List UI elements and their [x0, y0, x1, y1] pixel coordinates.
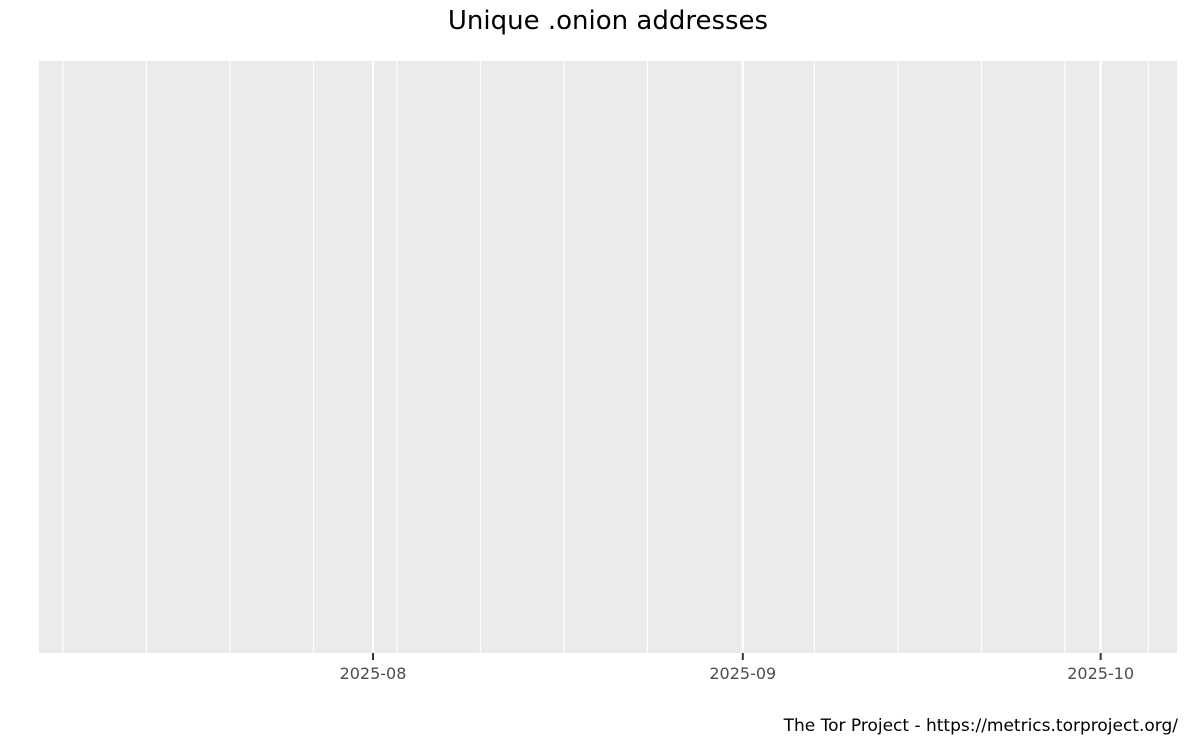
- x-tick-label: 2025-09: [709, 664, 776, 683]
- chart-title: Unique .onion addresses: [447, 6, 769, 36]
- x-tick-label: 2025-10: [1067, 664, 1134, 683]
- x-tick-label: 2025-08: [340, 664, 407, 683]
- plot-panel: [39, 61, 1177, 653]
- caption: The Tor Project - https://metrics.torpro…: [783, 716, 1178, 736]
